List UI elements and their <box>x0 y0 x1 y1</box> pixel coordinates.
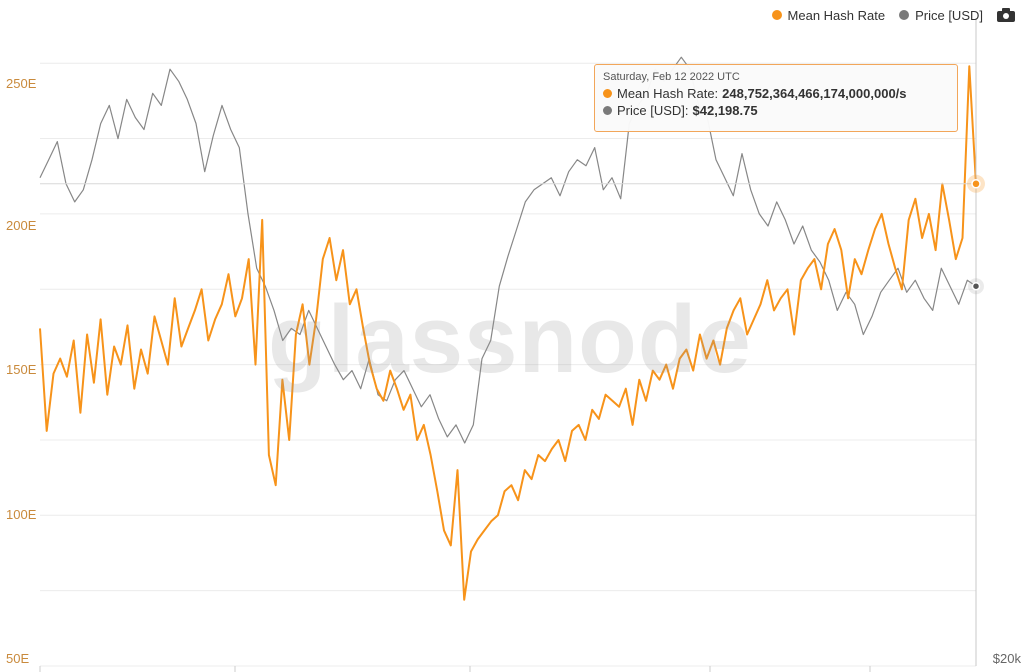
legend-dot-icon <box>771 10 782 20</box>
legend-dot-icon <box>899 10 910 20</box>
tooltip-date: Saturday, Feb 12 2022 UTC <box>603 71 740 83</box>
y-tick-label: 200E <box>6 218 37 233</box>
series-line-price-usd- <box>39 56 977 444</box>
tooltip-value: $42,198.75 <box>692 103 758 118</box>
y-tick-label: 250E <box>6 76 37 91</box>
legend: Mean Hash Rate Price [USD] <box>771 6 1024 24</box>
tooltip: Saturday, Feb 12 2022 UTC Mean Hash Rate… <box>594 64 958 132</box>
tooltip-dot-icon <box>603 89 612 98</box>
tooltip-label: Mean Hash Rate: <box>617 86 719 101</box>
y-tick-label: 100E <box>6 507 37 522</box>
y-tick-label: 150E <box>6 362 37 377</box>
y-tick-label: 50E <box>6 651 30 666</box>
legend-item-mean-hash-rate[interactable]: Mean Hash Rate <box>771 7 886 23</box>
legend-item-price[interactable]: Price [USD] <box>899 8 983 23</box>
legend-label: Price [USD] <box>915 7 983 23</box>
legend-label: Mean Hash Rate <box>787 7 886 23</box>
tooltip-value: 248,752,364,466,174,000,000/s <box>722 86 907 101</box>
hover-point-price <box>971 281 981 291</box>
tooltip-dot-icon <box>603 106 612 115</box>
camera-icon[interactable] <box>997 8 1015 22</box>
right-axis-tick-label: $20k <box>992 651 1021 666</box>
series-line-mean-hash-rate <box>39 65 977 601</box>
tooltip-row-price: Price [USD]: $42,198.75 <box>603 103 949 118</box>
hover-point-hash-rate <box>971 179 981 189</box>
tooltip-row-hash-rate: Mean Hash Rate: 248,752,364,466,174,000,… <box>603 86 949 101</box>
tooltip-label: Price [USD]: <box>617 103 689 118</box>
